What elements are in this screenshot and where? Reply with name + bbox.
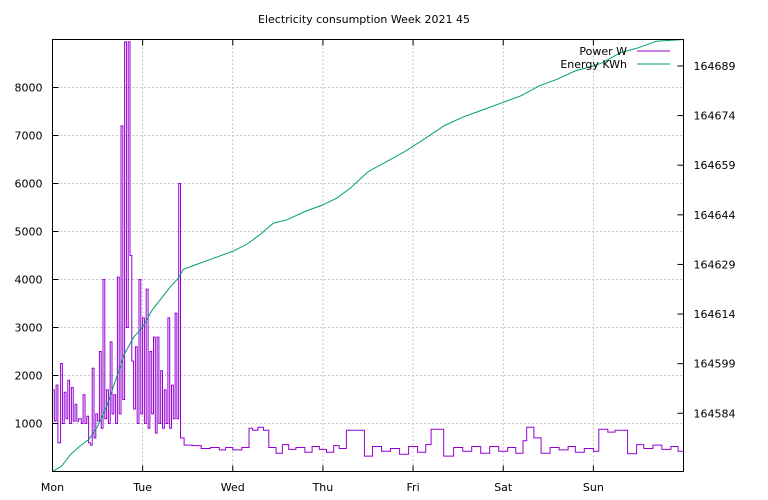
legend-label: Energy KWh: [560, 58, 627, 71]
grid: [52, 39, 684, 472]
x-tick-label: Tue: [132, 481, 152, 494]
power-series-line: [52, 41, 684, 457]
legend-label: Power W: [579, 45, 627, 58]
y-right-tick-label: 164644: [694, 209, 736, 222]
y-left-tick-label: 7000: [15, 130, 43, 143]
x-tick-label: Sun: [583, 481, 604, 494]
y-left-tick-label: 3000: [15, 322, 43, 335]
y-left-tick-label: 1000: [15, 418, 43, 431]
y-left-tick-label: 8000: [15, 82, 43, 95]
x-tick-label: Wed: [221, 481, 245, 494]
y-right-tick-label: 164599: [694, 358, 736, 371]
plot-frame: [52, 39, 684, 472]
y-right-tick-label: 164584: [694, 407, 736, 420]
y-left-tick-label: 4000: [15, 274, 43, 287]
x-tick-label: Mon: [41, 481, 64, 494]
axis-ticks: Mon Tue Wed Thu Fri Sat Sun 1000 2000 3000 4000 500…: [15, 39, 736, 494]
energy-series-line: [52, 39, 684, 472]
x-tick-label: Thu: [312, 481, 334, 494]
y-right-tick-label: 164629: [694, 258, 736, 271]
y-right-tick-label: 164674: [694, 110, 736, 123]
x-tick-label: Sat: [494, 481, 513, 494]
y-left-tick-label: 2000: [15, 370, 43, 383]
y-left-tick-label: 5000: [15, 226, 43, 239]
chart-title: Electricity consumption Week 2021 45: [258, 13, 470, 26]
series-layer: [52, 39, 684, 472]
y-right-tick-label: 164614: [694, 308, 736, 321]
x-tick-label: Fri: [407, 481, 420, 494]
y-right-tick-label: 164659: [694, 159, 736, 172]
y-left-tick-label: 6000: [15, 178, 43, 191]
y-right-tick-label: 164689: [694, 60, 736, 73]
